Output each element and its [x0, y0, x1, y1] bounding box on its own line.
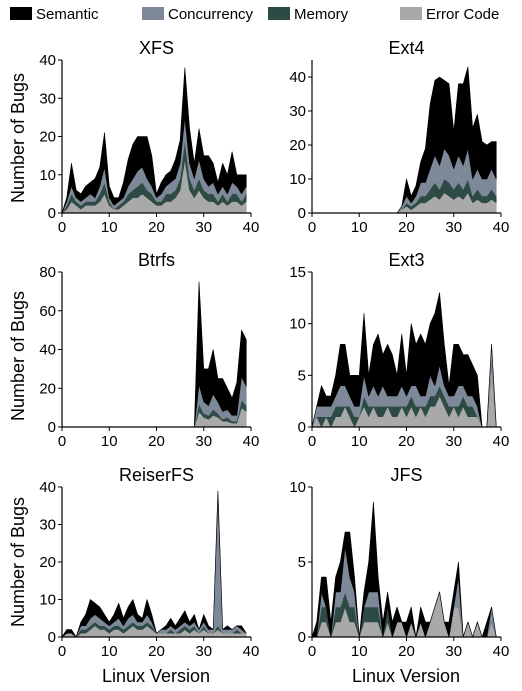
x-tick-label: 0 [58, 219, 66, 236]
y-tick-label: 0 [298, 419, 306, 436]
x-tick-label: 40 [493, 433, 510, 450]
x-tick-label: 40 [493, 219, 510, 236]
x-tick-label: 10 [101, 219, 118, 236]
y-tick-label: 5 [298, 367, 306, 384]
x-tick-label: 0 [308, 433, 316, 450]
y-tick-label: 0 [48, 419, 56, 436]
x-tick-label: 10 [351, 433, 368, 450]
y-tick-label: 0 [298, 629, 306, 646]
legend-label-semantic: Semantic [36, 6, 99, 23]
y-tick-label: 15 [289, 264, 306, 281]
x-tick-label: 30 [445, 219, 462, 236]
y-axis-label-row-1: Number of Bugs [8, 73, 28, 203]
y-tick-label: 10 [39, 167, 56, 184]
y-tick-label: 10 [289, 316, 306, 333]
panel-title: XFS [139, 38, 174, 58]
x-tick-label: 20 [398, 433, 415, 450]
x-tick-label: 20 [398, 643, 415, 660]
x-tick-label: 10 [101, 433, 118, 450]
panel-title: Ext3 [388, 250, 424, 270]
y-axis-label-row-3: Number of Bugs [8, 497, 28, 627]
y-tick-label: 60 [39, 303, 56, 320]
y-tick-label: 10 [39, 592, 56, 609]
y-tick-label: 20 [39, 380, 56, 397]
x-axis-label-col-2: Linux Version [352, 666, 460, 686]
x-tick-label: 0 [308, 643, 316, 660]
y-tick-label: 40 [39, 479, 56, 496]
x-tick-label: 30 [195, 433, 212, 450]
y-tick-label: 10 [289, 171, 306, 188]
x-tick-label: 10 [351, 219, 368, 236]
panel-title: ReiserFS [119, 465, 194, 485]
y-tick-label: 0 [48, 205, 56, 222]
panels: 0 10 20 30 40 0 10 20 30 40 XFS 0 10 20 30 40 0 10 20 30 40 E… [39, 38, 509, 660]
x-tick-label: 30 [445, 433, 462, 450]
panel-ext3: 0 5 10 15 0 10 20 30 40 Ext3 [289, 250, 509, 450]
panel-title: JFS [390, 465, 422, 485]
legend-label-error-code: Error Code [426, 6, 499, 23]
legend-label-concurrency: Concurrency [168, 6, 254, 23]
y-tick-label: 20 [289, 137, 306, 154]
x-tick-label: 0 [58, 643, 66, 660]
area-semantic [61, 490, 247, 638]
x-tick-label: 30 [195, 643, 212, 660]
y-tick-label: 30 [39, 517, 56, 534]
y-tick-label: 5 [298, 554, 306, 571]
y-tick-label: 20 [39, 554, 56, 571]
x-axis-label-col-1: Linux Version [102, 666, 210, 686]
legend-swatch-semantic [10, 7, 32, 20]
panel-reiserfs: 0 10 20 30 40 0 10 20 30 40 ReiserFS [39, 465, 259, 660]
x-tick-label: 20 [148, 433, 165, 450]
x-tick-label: 40 [243, 219, 260, 236]
y-tick-label: 10 [289, 479, 306, 496]
x-tick-label: 10 [101, 643, 118, 660]
x-tick-label: 20 [398, 219, 415, 236]
x-tick-label: 40 [493, 643, 510, 660]
area-semantic [61, 67, 247, 214]
x-tick-label: 30 [195, 219, 212, 236]
x-tick-label: 40 [243, 433, 260, 450]
panel-jfs: 0 5 10 0 10 20 30 40 JFS [289, 465, 509, 660]
legend-swatch-memory [268, 7, 290, 20]
legend-label-memory: Memory [294, 6, 349, 23]
panel-btrfs: 0 20 40 60 80 0 10 20 30 40 Btrfs [39, 250, 259, 450]
x-tick-label: 10 [351, 643, 368, 660]
x-tick-label: 0 [308, 219, 316, 236]
y-tick-label: 20 [39, 129, 56, 146]
y-tick-label: 0 [48, 629, 56, 646]
y-tick-label: 0 [298, 205, 306, 222]
panel-ext4: 0 10 20 30 40 0 10 20 30 40 Ext4 [289, 38, 509, 236]
x-tick-label: 30 [445, 643, 462, 660]
y-tick-label: 40 [39, 342, 56, 359]
panel-title: Btrfs [138, 250, 175, 270]
x-tick-label: 20 [148, 219, 165, 236]
y-tick-label: 40 [39, 52, 56, 69]
x-tick-label: 40 [243, 643, 260, 660]
y-tick-label: 30 [39, 90, 56, 107]
y-tick-label: 40 [289, 69, 306, 86]
y-tick-label: 30 [289, 103, 306, 120]
panel-xfs: 0 10 20 30 40 0 10 20 30 40 XFS [39, 38, 259, 236]
y-tick-label: 80 [39, 264, 56, 281]
x-tick-label: 0 [58, 433, 66, 450]
legend: Semantic Concurrency Memory Error Code [10, 6, 499, 23]
x-tick-label: 20 [148, 643, 165, 660]
y-axis-label-row-2: Number of Bugs [8, 291, 28, 421]
panel-title: Ext4 [388, 38, 424, 58]
legend-swatch-concurrency [142, 7, 164, 20]
legend-swatch-error-code [400, 7, 422, 20]
